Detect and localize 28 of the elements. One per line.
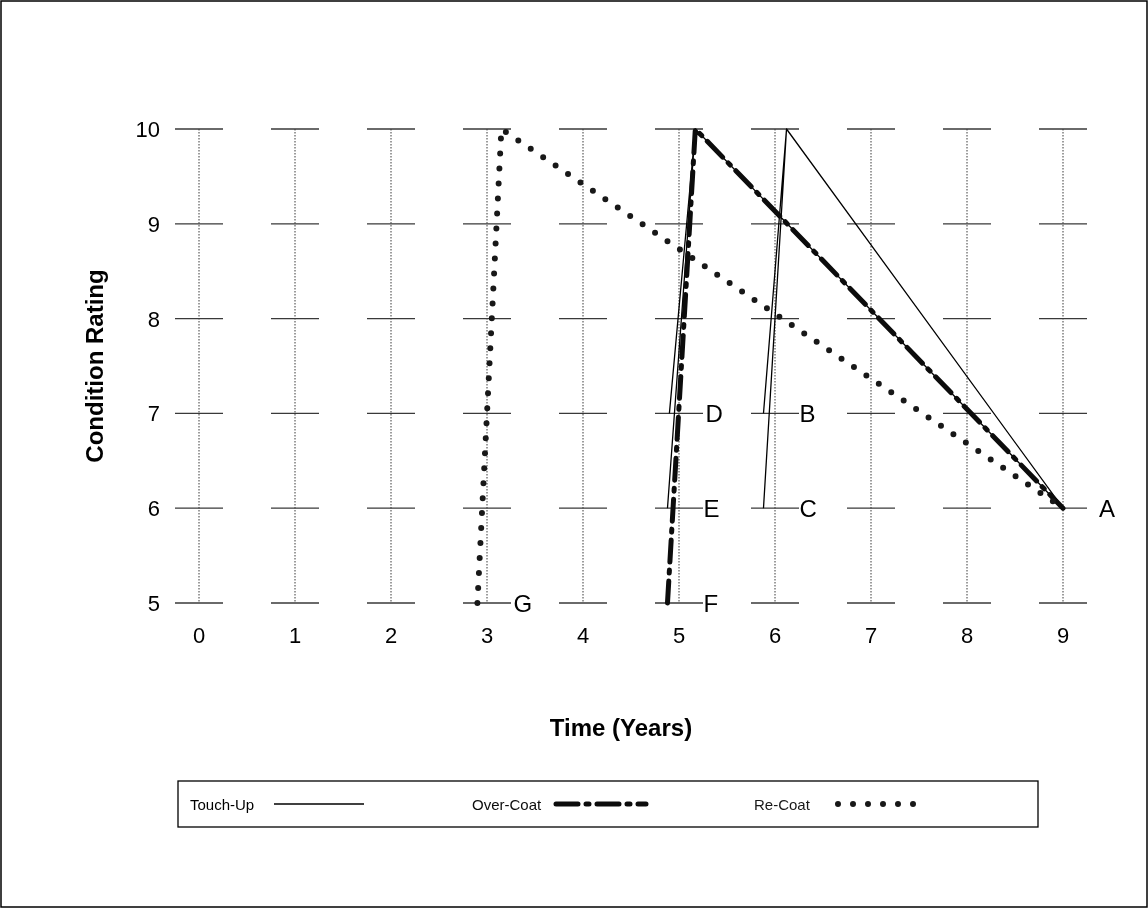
annotation: E	[703, 495, 720, 523]
y-axis-title: Condition Rating	[81, 269, 108, 463]
annotation: F	[703, 590, 719, 617]
x-tick-label: 5	[672, 623, 686, 648]
x-tick-label: 2	[384, 623, 398, 648]
y-tick-label: 7	[147, 401, 160, 427]
y-tick-label: 9	[147, 211, 160, 237]
annotation: A	[1099, 495, 1116, 523]
annotation: B	[799, 400, 816, 428]
annotation: C	[799, 495, 817, 523]
y-tick-label: 5	[147, 591, 160, 616]
x-tick-label: 7	[864, 623, 878, 648]
text: Re-Coat	[754, 796, 811, 813]
annotation: D	[705, 400, 723, 428]
x-tick-label: 9	[1056, 623, 1070, 648]
x-tick-label: 8	[960, 623, 974, 648]
text: Over-Coat	[472, 796, 543, 813]
text: Touch-Up	[190, 796, 255, 813]
x-tick-label: 4	[576, 623, 590, 648]
annotation: G	[513, 590, 533, 617]
y-tick-label: 8	[147, 306, 160, 332]
x-tick-label: 0	[192, 623, 206, 648]
y-tick-label: 6	[147, 496, 160, 522]
x-axis-title: Time (Years)	[549, 714, 693, 741]
y-tick-label: 10	[135, 117, 160, 142]
x-tick-label: 1	[288, 623, 302, 648]
x-tick-label: 6	[768, 623, 782, 648]
x-tick-label: 3	[480, 623, 494, 648]
